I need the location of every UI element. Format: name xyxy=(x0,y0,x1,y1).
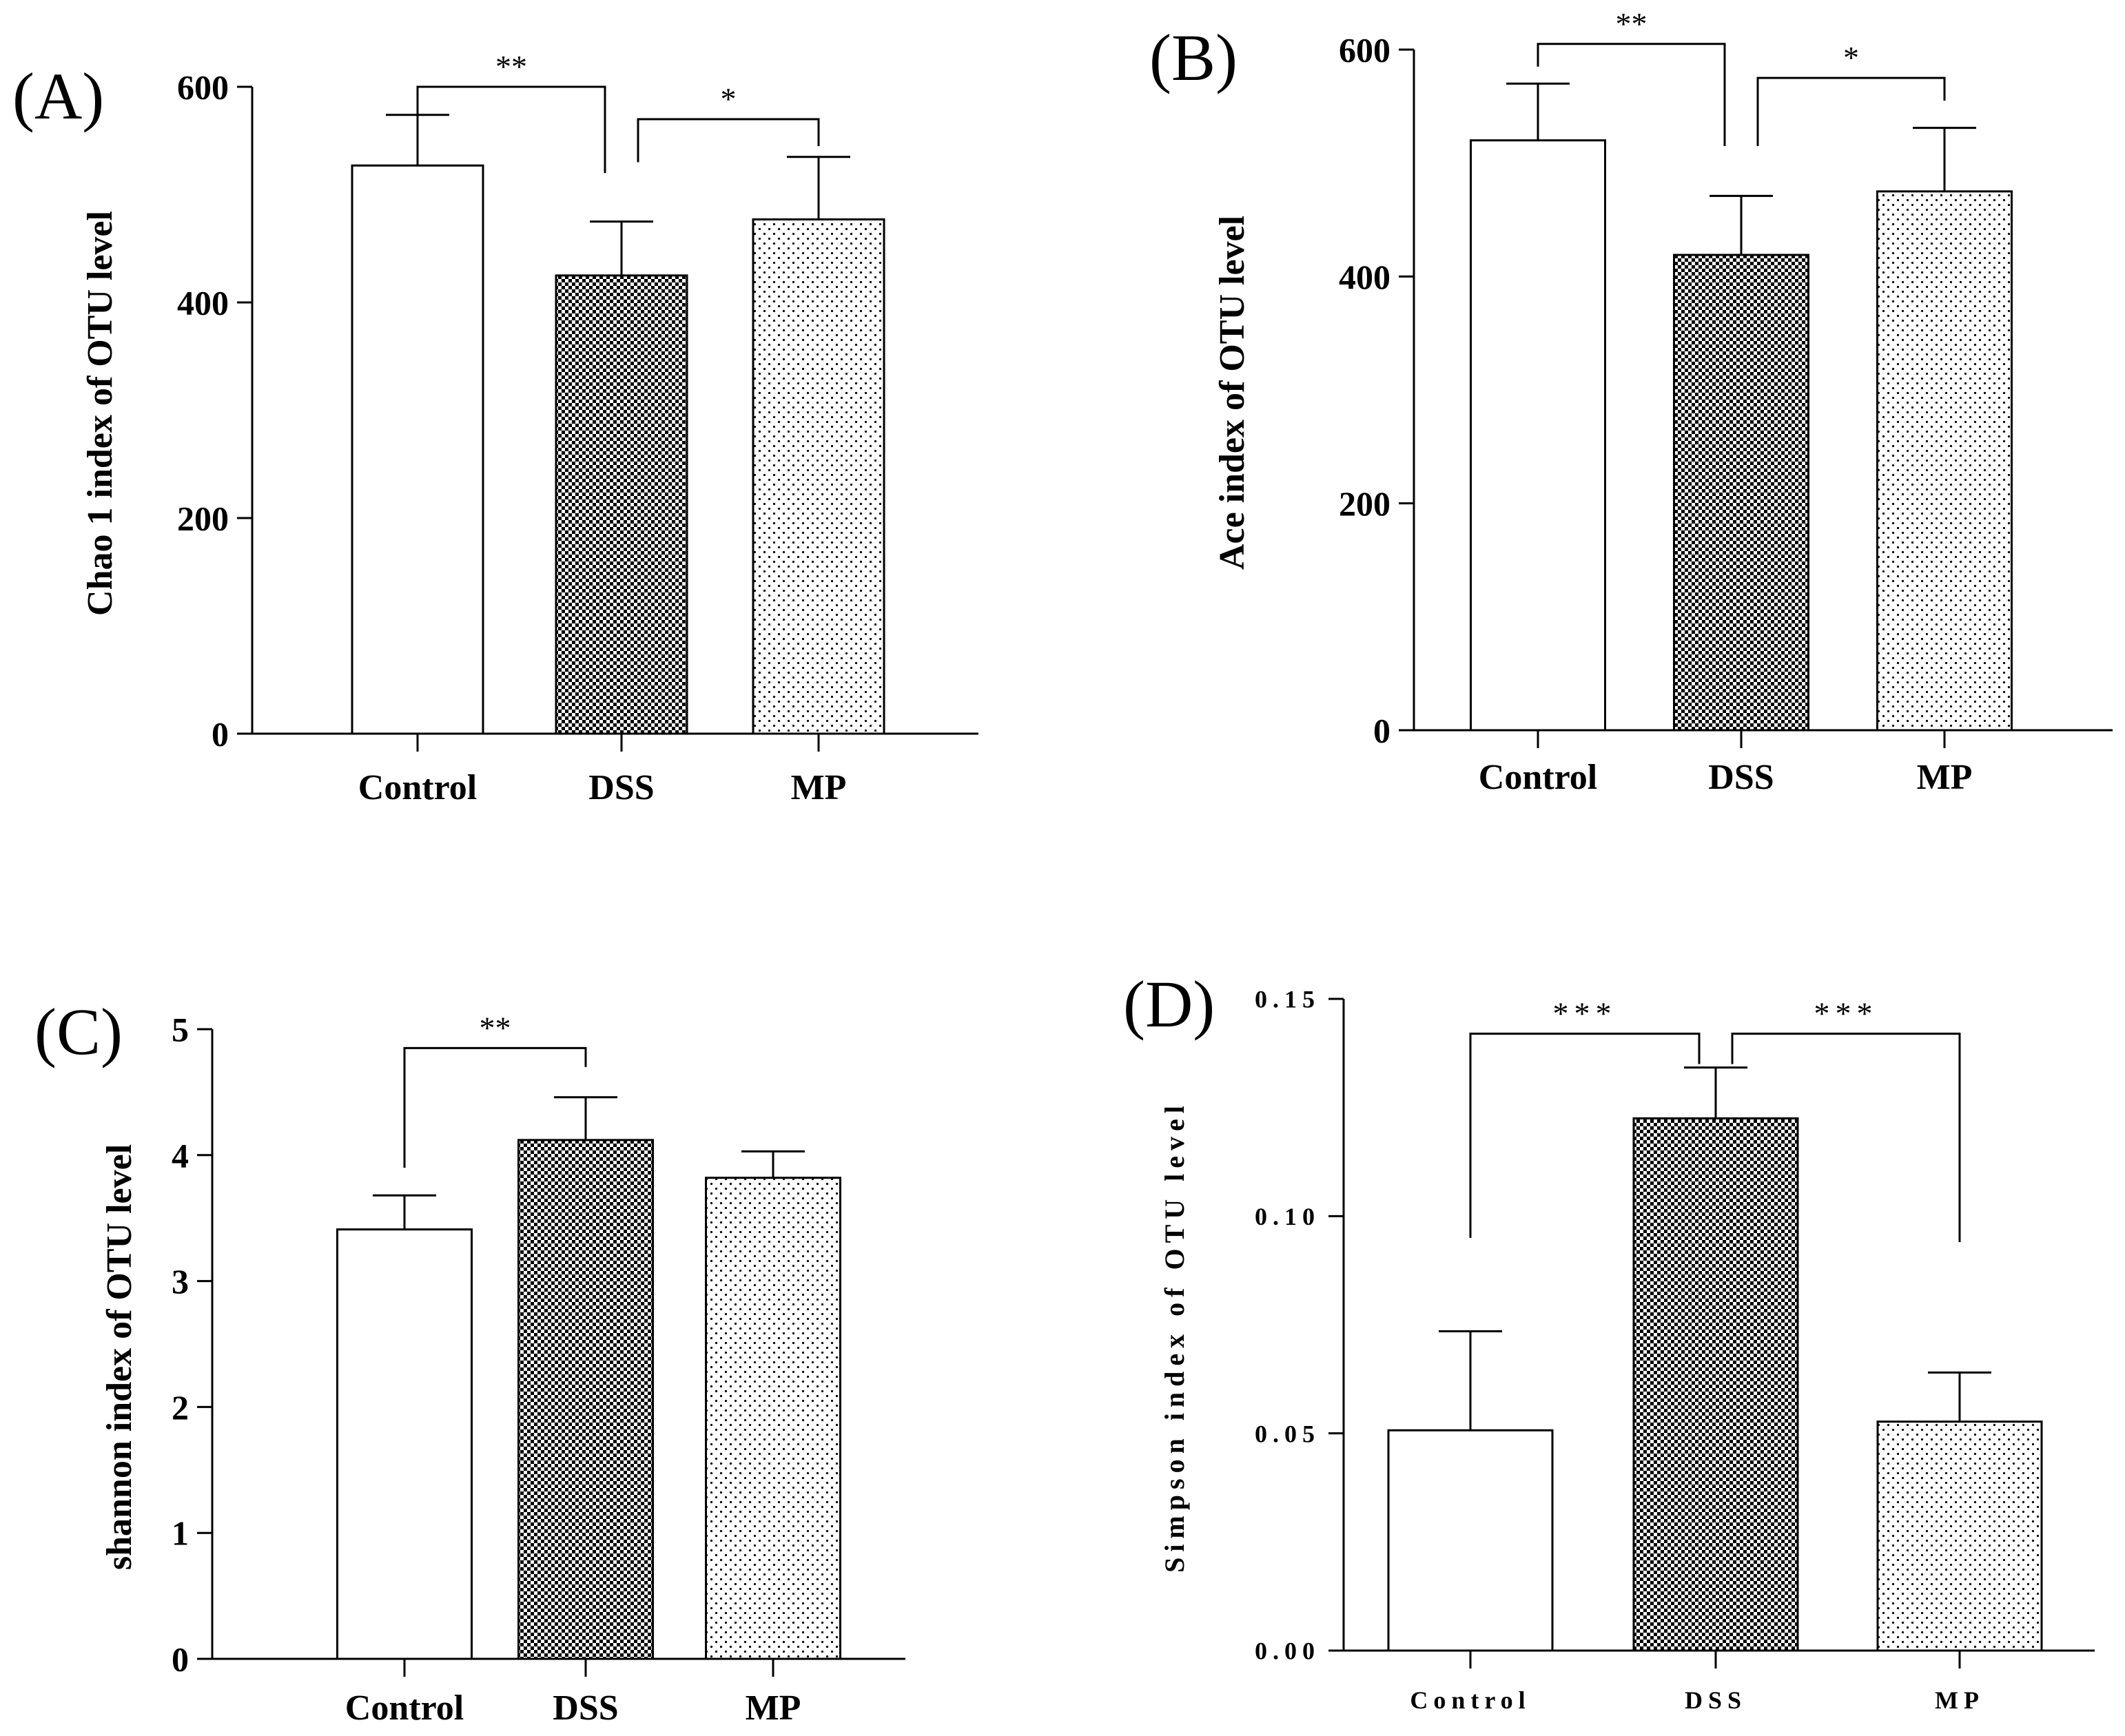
panel-b-category-label: DSS xyxy=(1708,758,1774,797)
panel-b-y-tick-label: 600 xyxy=(1339,31,1390,70)
panel-b-y-tick-label: 400 xyxy=(1339,258,1390,296)
panel-c-label: (C) xyxy=(34,995,123,1068)
panel-c-category-label: Control xyxy=(345,1688,464,1728)
panel-d-y-tick-label: 0.15 xyxy=(1255,986,1320,1013)
panel-d-y-tick-label: 0.10 xyxy=(1255,1203,1320,1230)
panel-a-category-label: MP xyxy=(791,768,847,807)
panel-c-significance-bracket xyxy=(403,1046,587,1168)
panel-d-category-label: MP xyxy=(1935,1686,1984,1714)
panel-a-y-tick-label: 0 xyxy=(212,715,229,754)
panel-c-category-label: MP xyxy=(746,1688,801,1728)
panel-b-significance-bracket xyxy=(1537,43,1726,146)
panel-d-plot: 0.00 0.05 0.10 0.15 Control DSS MP *** *** xyxy=(1255,986,2095,1714)
panel-d-significance-bracket xyxy=(1469,1032,1701,1238)
panel-d-y-tick-label: 0.05 xyxy=(1255,1420,1320,1447)
panel-d-label: (D) xyxy=(1123,967,1215,1041)
panel-c: (C) shannon index of OTU level 0 1 2 3 4 5 Con… xyxy=(34,995,905,1728)
panel-b-significance-bracket xyxy=(1756,76,1946,146)
panel-c-y-tick-label: 1 xyxy=(172,1514,189,1553)
panel-d-significance-label: *** xyxy=(1553,995,1617,1031)
panel-c-bar-mp xyxy=(705,1177,841,1660)
panel-b-y-tick-label: 200 xyxy=(1339,484,1390,523)
panel-d: (D) Simpson index of OTU level 0.000.050… xyxy=(1123,967,2095,1714)
panel-c-bar-control xyxy=(336,1228,473,1660)
panel-c-plot: 0 1 2 3 4 5 Control DSS MP ** xyxy=(172,1010,905,1728)
panel-a-category-label: DSS xyxy=(588,768,654,807)
panel-d-significance-bracket xyxy=(1731,1032,1961,1243)
panel-d-bar-dss xyxy=(1632,1117,1799,1652)
panel-b-bar-dss xyxy=(1673,254,1809,732)
panel-b: (B) Ace index of OTU level 0 200 400 600 Con… xyxy=(1149,6,2113,797)
panel-c-significance-label: ** xyxy=(480,1010,511,1045)
panel-c-y-tick-label: 5 xyxy=(172,1011,189,1049)
panel-c-category-label: DSS xyxy=(553,1688,618,1728)
panel-a-bar-control xyxy=(351,164,484,735)
panel-b-significance-label: * xyxy=(1843,40,1859,75)
panel-c-ylabel: shannon index of OTU level xyxy=(100,1144,139,1570)
panel-c-y-tick-label: 2 xyxy=(172,1388,189,1427)
panel-a-y-tick-label: 400 xyxy=(177,284,229,322)
panel-a-category-label: Control xyxy=(358,768,477,807)
panel-a-y-tick-label: 600 xyxy=(177,68,229,107)
panel-b-category-label: MP xyxy=(1917,758,1973,797)
panel-b-ylabel: Ace index of OTU level xyxy=(1213,216,1252,570)
panel-b-bar-mp xyxy=(1876,190,2013,732)
panel-a-significance-label: * xyxy=(721,81,737,116)
panel-a-significance-bracket xyxy=(637,118,820,163)
panel-a: (A) Chao 1 index of OTU level 0 200 400 600… xyxy=(12,49,978,807)
panel-d-y-tick-label: 0.00 xyxy=(1255,1637,1320,1665)
panel-a-significance-label: ** xyxy=(495,49,527,84)
panel-c-y-tick-label: 3 xyxy=(172,1262,189,1301)
panel-b-label: (B) xyxy=(1149,21,1238,94)
panel-a-bar-dss xyxy=(555,274,688,735)
panel-b-bar-control xyxy=(1470,139,1606,732)
panel-a-ylabel: Chao 1 index of OTU level xyxy=(81,211,120,616)
panel-c-bar-dss xyxy=(517,1139,654,1660)
panel-a-y-tick-label: 200 xyxy=(177,499,229,538)
panel-b-category-label: Control xyxy=(1479,758,1597,797)
panel-c-y-tick-label: 0 xyxy=(172,1640,189,1679)
panel-d-ylabel: Simpson index of OTU level xyxy=(1159,1100,1190,1573)
panel-d-significance-label: *** xyxy=(1814,995,1878,1031)
panel-c-y-tick-label: 4 xyxy=(172,1136,189,1175)
panel-b-y-tick-label: 0 xyxy=(1373,712,1390,750)
panel-b-significance-label: ** xyxy=(1616,6,1647,41)
panel-d-category-label: Control xyxy=(1410,1686,1530,1714)
panel-d-bar-mp xyxy=(1876,1420,2043,1652)
panel-a-bar-mp xyxy=(752,218,885,735)
panel-a-significance-bracket xyxy=(416,85,606,174)
panel-a-label: (A) xyxy=(12,59,104,133)
panel-d-category-label: DSS xyxy=(1685,1686,1747,1714)
panel-d-bar-control xyxy=(1387,1429,1554,1652)
